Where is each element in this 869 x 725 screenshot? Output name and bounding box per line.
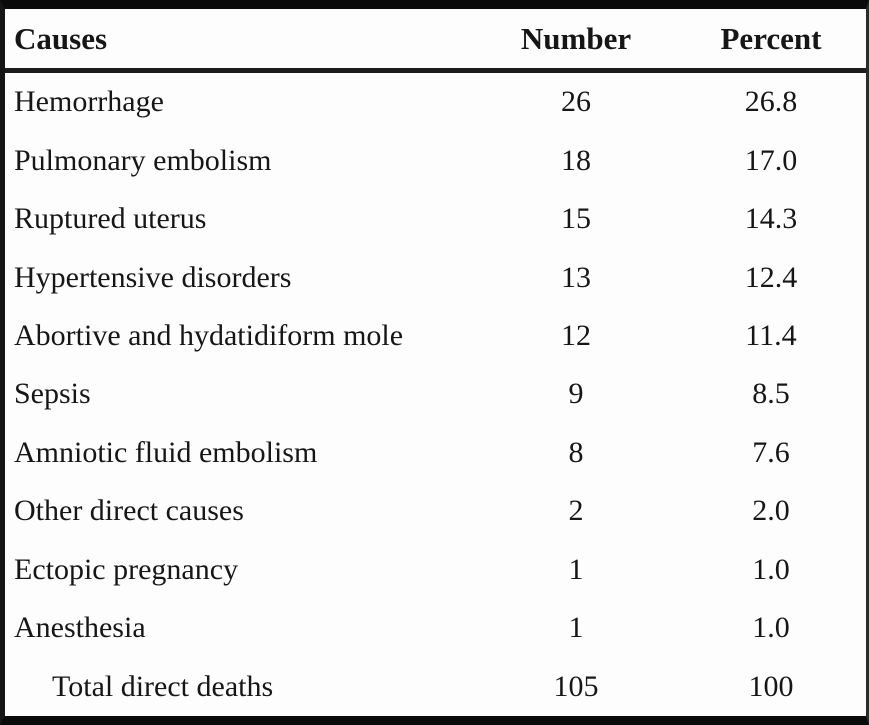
number-cell: 8 (568, 435, 584, 469)
cause-cell: Pulmonary embolism (14, 143, 272, 177)
number-cell: 15 (561, 202, 591, 236)
percent-cell: 17.0 (744, 143, 798, 177)
table-row: Hypertensive disorders 13 12.4 (5, 248, 866, 306)
table-row: Ruptured uterus 15 14.3 (5, 190, 866, 248)
number-cell: 18 (561, 143, 591, 177)
percent-cell: 1.0 (752, 552, 790, 586)
table-row: Pulmonary embolism 18 17.0 (5, 131, 866, 189)
table-row: Ectopic pregnancy 1 1.0 (5, 541, 866, 599)
cause-cell: Hypertensive disorders (14, 260, 292, 294)
table-row: Sepsis 9 8.5 (5, 365, 866, 423)
cause-cell: Sepsis (14, 377, 91, 411)
percent-cell: 14.3 (744, 202, 798, 236)
table-row: Abortive and hydatidiform mole 12 11.4 (5, 307, 866, 365)
percent-cell: 7.6 (752, 435, 790, 469)
percent-cell: 11.4 (745, 319, 797, 353)
percent-cell: 26.8 (744, 85, 798, 119)
cause-cell: Other direct causes (14, 494, 244, 528)
table-row: Amniotic fluid embolism 8 7.6 (5, 424, 866, 482)
cause-cell: Total direct deaths (52, 669, 274, 703)
percent-cell: 12.4 (744, 260, 798, 294)
number-cell: 2 (568, 494, 584, 528)
cause-cell: Amniotic fluid embolism (14, 435, 318, 469)
column-header-percent: Percent (720, 21, 822, 56)
cause-cell: Anesthesia (14, 611, 146, 645)
percent-cell: 8.5 (752, 377, 790, 411)
cause-cell: Hemorrhage (14, 85, 164, 119)
cause-cell: Ruptured uterus (14, 202, 207, 236)
number-cell: 9 (568, 377, 584, 411)
table-header-row: Causes Number Percent (5, 9, 866, 73)
cause-cell: Abortive and hydatidiform mole (14, 319, 404, 353)
cause-cell: Ectopic pregnancy (14, 552, 239, 586)
number-cell: 12 (561, 319, 591, 353)
table-row: Total direct deaths 105 100 (5, 658, 866, 716)
column-header-causes: Causes (14, 21, 108, 56)
percent-cell: 2.0 (752, 494, 790, 528)
table-body: Hemorrhage 26 26.8 Pulmonary embolism 18… (5, 73, 866, 716)
percent-cell: 100 (748, 669, 794, 703)
number-cell: 13 (561, 260, 591, 294)
column-header-number: Number (520, 21, 632, 56)
number-cell: 26 (561, 85, 591, 119)
table-row: Other direct causes 2 2.0 (5, 482, 866, 540)
table-row: Hemorrhage 26 26.8 (5, 73, 866, 131)
number-cell: 1 (568, 552, 584, 586)
number-cell: 105 (553, 669, 599, 703)
number-cell: 1 (568, 611, 584, 645)
percent-cell: 1.0 (752, 611, 790, 645)
table-row: Anesthesia 1 1.0 (5, 599, 866, 657)
